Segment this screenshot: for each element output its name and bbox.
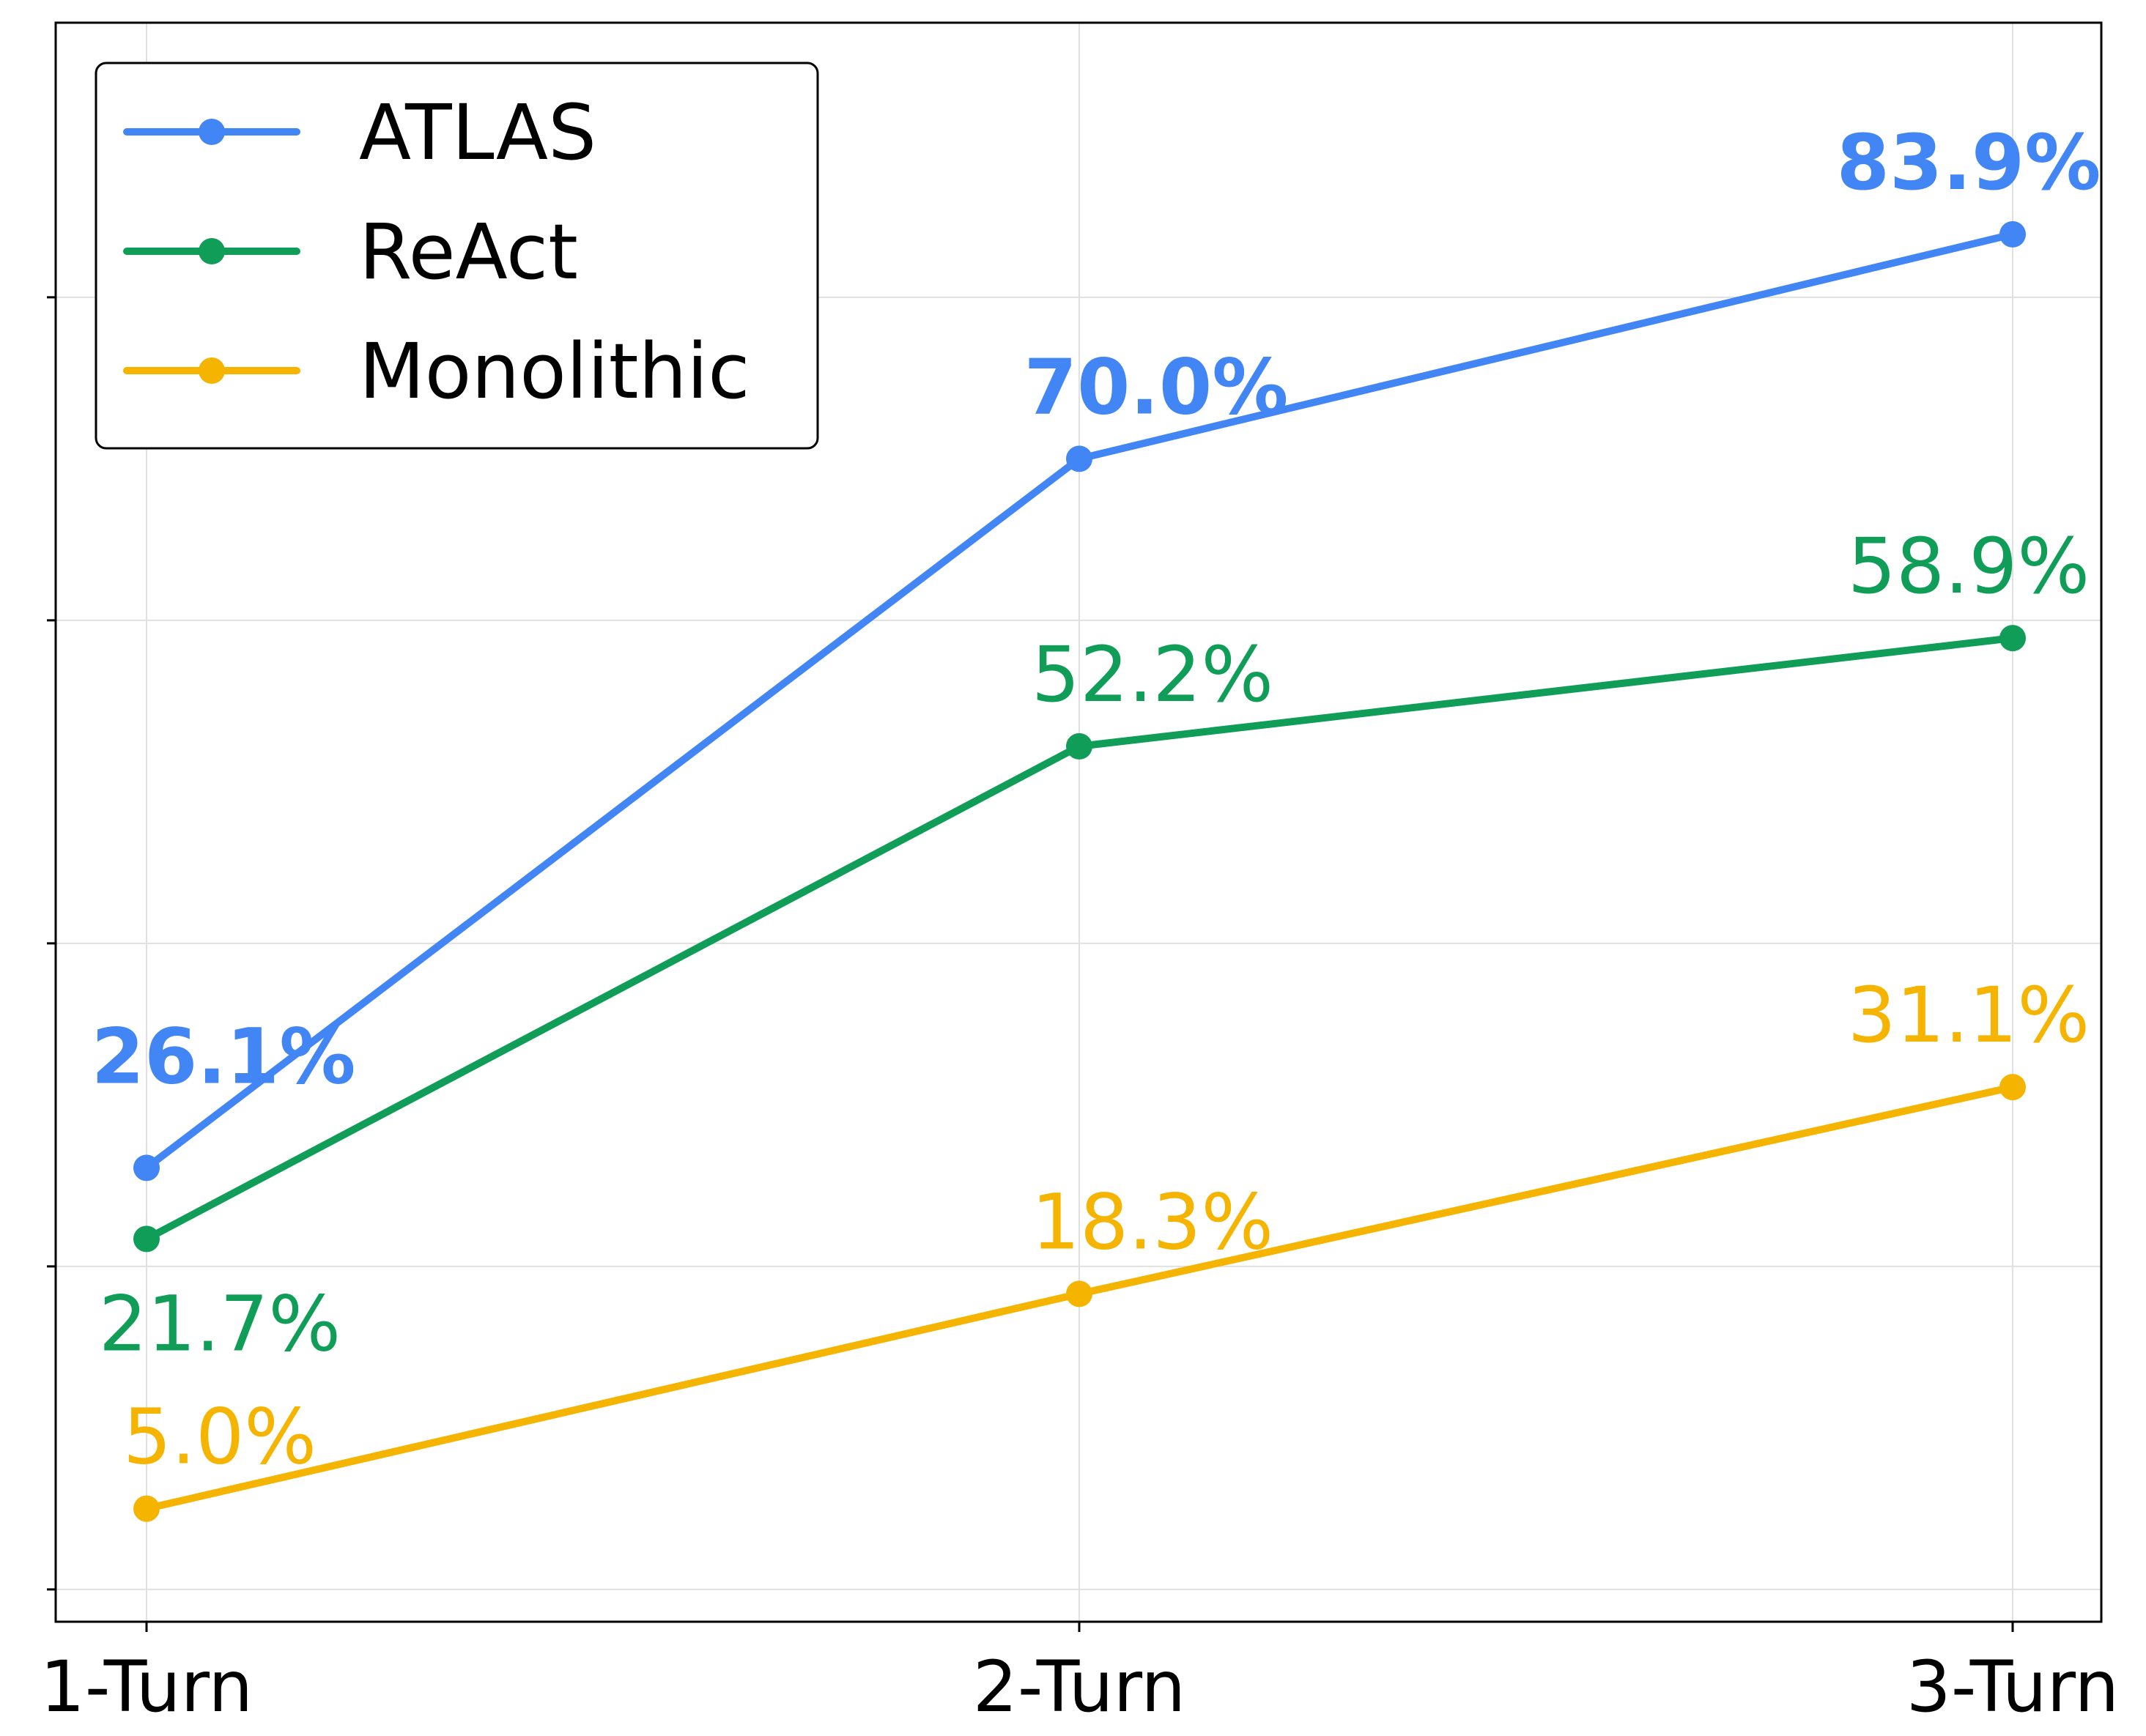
data-label-atlas: 70.0% (1024, 342, 1289, 431)
data-label-react: 52.2% (1032, 630, 1273, 719)
x-tick-label: 3-Turn (1906, 1646, 2119, 1728)
legend-label-atlas: ATLAS (359, 88, 596, 177)
legend: ATLAS ReAct Monolithic (95, 62, 819, 450)
series-lines (133, 220, 2026, 1522)
data-label-atlas: 26.1% (92, 1012, 356, 1101)
legend-marker-monolithic (199, 357, 225, 384)
data-point-monolithic (133, 1495, 160, 1522)
legend-label-monolithic: Monolithic (359, 327, 750, 416)
data-point-react (1066, 732, 1092, 760)
data-label-atlas: 83.9% (1837, 118, 2101, 207)
data-point-react (1999, 625, 2026, 652)
data-point-react (133, 1225, 160, 1253)
legend-box (95, 62, 819, 450)
legend-marker-atlas (199, 119, 225, 145)
legend-label-react: ReAct (359, 207, 578, 297)
data-point-atlas (133, 1154, 160, 1182)
plot-frame (54, 21, 2103, 1623)
data-label-monolithic: 5.0% (123, 1392, 317, 1482)
data-point-monolithic (1066, 1280, 1092, 1307)
data-label-react: 21.7% (99, 1279, 341, 1368)
grid-lines (56, 23, 2101, 1622)
data-label-react: 58.9% (1848, 522, 2090, 611)
data-label-monolithic: 31.1% (1848, 971, 2090, 1060)
x-tick-label: 2-Turn (973, 1646, 1185, 1728)
data-point-atlas (1066, 445, 1092, 472)
data-labels: 26.1% 70.0% 83.9% 21.7% 52.2% 58.9% 5.0% 18.3% 3… (92, 118, 2101, 1482)
axes: 1-Turn 2-Turn 3-Turn (40, 21, 2119, 1728)
legend-marker-react (199, 238, 225, 264)
data-point-atlas (1999, 220, 2026, 248)
data-label-monolithic: 18.3% (1032, 1177, 1273, 1266)
data-point-monolithic (1999, 1074, 2026, 1101)
x-tick-label: 1-Turn (40, 1646, 253, 1728)
